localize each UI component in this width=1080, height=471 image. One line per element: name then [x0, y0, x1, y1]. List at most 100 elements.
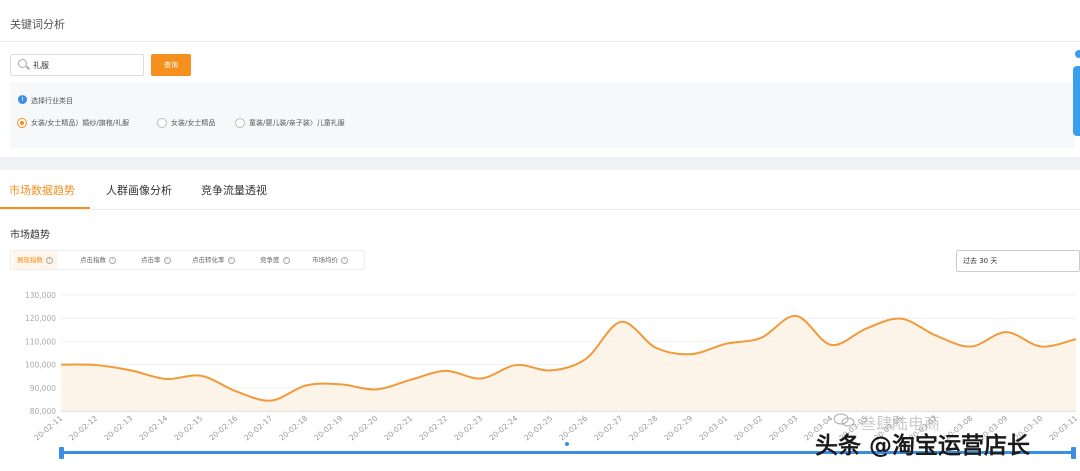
chart-y-axis: 80,000 90,000 100,000 110,000 120,000 130,000 [25, 291, 56, 416]
data-point [690, 353, 693, 356]
watermark-caption: 头条 @淘宝运营店长 [815, 433, 1031, 459]
y-tick-label: 110,000 [25, 337, 56, 346]
search-box[interactable] [10, 54, 144, 76]
data-point [865, 327, 868, 330]
x-tick-label: 20-02-21 [382, 413, 414, 442]
metric-label: 点击指数 [80, 256, 106, 264]
zoom-slider-bar [61, 451, 1074, 454]
tab-competition-traffic[interactable]: 竞争流量透视 [201, 184, 267, 197]
x-tick-label: 20-02-17 [242, 413, 274, 442]
data-point [900, 317, 903, 320]
x-tick-label: 20-02-22 [417, 413, 449, 442]
category-option-label: 女装/女士精品 [171, 119, 216, 127]
metric-label: 展现指数 [17, 256, 43, 264]
x-tick-label: 20-02-16 [207, 413, 239, 442]
keyword-analysis-panel: 关键词分析 查询 i 选择行业类目 女装/女士精品〉婚纱/旗袍/礼服 女装/女士… [0, 0, 1080, 157]
radio-icon [157, 118, 167, 128]
help-icon[interactable]: ? [46, 256, 53, 264]
category-option-2[interactable]: 女装/女士精品 [157, 116, 215, 130]
metric-label: 市场均价 [312, 256, 338, 264]
data-point [445, 369, 448, 372]
data-point [585, 357, 588, 360]
data-point [130, 369, 133, 372]
data-point [200, 374, 203, 377]
x-tick-label: 20-02-18 [277, 413, 309, 442]
watermark-brand: 叁肆陆电商 [860, 414, 941, 433]
metric-impressions[interactable]: 展现指数? [13, 251, 57, 269]
metric-label: 点击率 [141, 256, 161, 264]
y-tick-label: 100,000 [25, 361, 56, 370]
data-point [340, 383, 343, 386]
data-point [235, 390, 238, 393]
metric-competition[interactable]: 竞争度? [260, 251, 290, 269]
metric-ctr[interactable]: 点击率? [141, 251, 171, 269]
data-point [620, 320, 623, 323]
series-line [60, 314, 1077, 402]
divider [0, 209, 1080, 210]
category-option-label: 女装/女士精品〉婚纱/旗袍/礼服 [31, 119, 130, 127]
data-point [375, 388, 378, 391]
page-title: 关键词分析 [10, 18, 65, 31]
radio-selected-icon [17, 118, 27, 128]
zoom-handle-left [59, 447, 64, 459]
x-tick-label: 20-02-11 [32, 413, 64, 442]
data-point [165, 377, 168, 380]
side-drawer-handle[interactable] [1073, 66, 1080, 136]
category-filter-title: 选择行业类目 [31, 97, 73, 105]
data-point [1075, 338, 1078, 341]
data-point [270, 399, 273, 402]
x-tick-label: 20-02-25 [522, 413, 554, 442]
x-tick-label: 20-03-02 [732, 413, 764, 442]
section-title: 市场趋势 [10, 230, 50, 241]
help-icon[interactable]: ? [109, 256, 116, 264]
data-point [935, 334, 938, 337]
info-icon: i [18, 95, 27, 104]
x-tick-label: 20-02-12 [67, 413, 99, 442]
wechat-icon [833, 413, 855, 427]
help-icon[interactable]: ? [227, 256, 235, 264]
data-point [970, 345, 973, 348]
data-point [655, 346, 658, 349]
category-option-label: 童装/婴儿装/亲子装〉儿童礼服 [249, 119, 345, 127]
x-tick-label: 20-03-01 [697, 413, 729, 442]
data-point [830, 343, 833, 346]
tab-audience-profile[interactable]: 人群画像分析 [106, 184, 172, 197]
zoom-slider[interactable] [59, 442, 1076, 459]
divider [0, 41, 1080, 42]
data-point [1005, 331, 1008, 334]
data-point [1040, 345, 1043, 348]
zoom-handle-right [1071, 447, 1076, 459]
help-dot-icon[interactable] [1075, 50, 1080, 58]
help-icon[interactable]: ? [163, 256, 171, 264]
radio-icon [235, 118, 245, 128]
category-option-3[interactable]: 童装/婴儿装/亲子装〉儿童礼服 [235, 116, 345, 130]
data-point [515, 364, 518, 367]
metric-clicks[interactable]: 点击指数? [80, 251, 116, 269]
x-tick-label: 20-02-24 [487, 413, 519, 442]
query-button[interactable]: 查询 [151, 54, 191, 76]
x-tick-label: 20-02-26 [557, 413, 589, 442]
x-tick-label: 20-02-15 [172, 413, 204, 442]
tab-market-trend[interactable]: 市场数据趋势 [9, 184, 75, 197]
data-point [480, 377, 483, 380]
x-tick-label: 20-02-13 [102, 413, 134, 442]
data-point [795, 314, 798, 317]
metric-label: 点击转化率 [192, 256, 225, 264]
search-input[interactable] [33, 58, 138, 72]
metric-avg-price[interactable]: 市场均价? [312, 251, 348, 269]
category-filter: i 选择行业类目 女装/女士精品〉婚纱/旗袍/礼服 女装/女士精品 童装/婴儿装… [10, 82, 1075, 148]
x-tick-label: 20-03-11 [1047, 413, 1079, 442]
y-tick-label: 120,000 [25, 314, 56, 323]
data-point [410, 378, 413, 381]
help-icon[interactable]: ? [282, 256, 290, 264]
x-tick-label: 20-02-20 [347, 413, 379, 442]
category-option-1[interactable]: 女装/女士精品〉婚纱/旗袍/礼服 [17, 116, 129, 130]
data-point [95, 364, 98, 367]
metric-selector: 展现指数? 点击指数? 点击率? 点击转化率? 竞争度? 市场均价? [10, 250, 365, 270]
zoom-center-handle [565, 442, 569, 446]
search-icon [18, 59, 27, 68]
x-tick-label: 20-02-23 [452, 413, 484, 442]
metric-conversion[interactable]: 点击转化率? [192, 251, 235, 269]
x-tick-label: 20-02-14 [137, 413, 169, 442]
help-icon[interactable]: ? [341, 256, 348, 264]
